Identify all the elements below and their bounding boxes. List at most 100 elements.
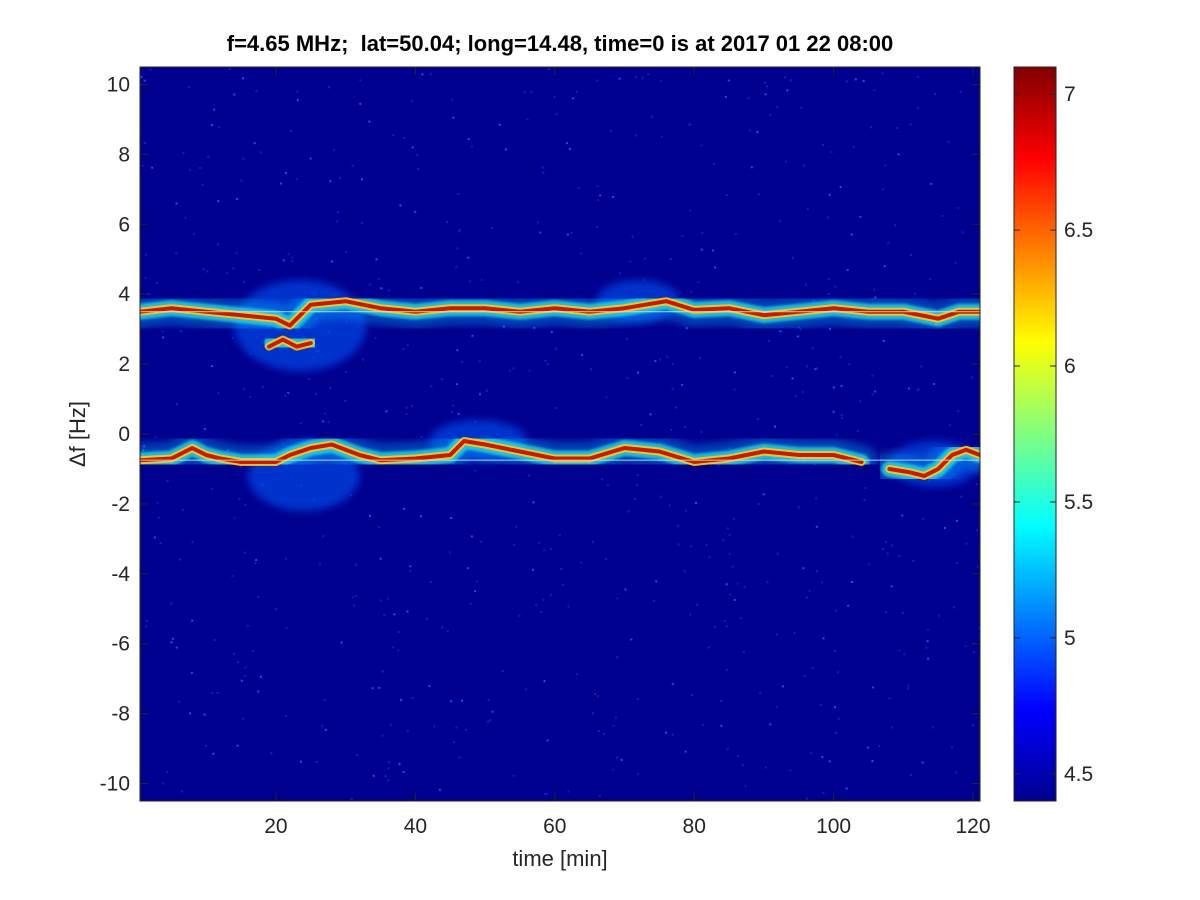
- noise-speckle: [353, 604, 355, 607]
- noise-speckle: [701, 231, 704, 234]
- colorbar: 4.5 5 5.5 6 6.5 7: [1013, 66, 1093, 802]
- noise-speckle: [595, 225, 598, 228]
- y-tick-label: -8: [111, 703, 130, 726]
- noise-speckle: [380, 287, 383, 290]
- noise-speckle: [580, 561, 583, 564]
- noise-speckle: [805, 797, 808, 800]
- noise-speckle: [630, 638, 633, 641]
- colorbar-tick-label: 6: [1064, 355, 1076, 378]
- noise-speckle: [531, 568, 534, 571]
- noise-speckle: [166, 771, 169, 774]
- noise-speckle: [456, 349, 459, 352]
- noise-speckle: [402, 771, 405, 773]
- noise-speckle: [598, 794, 601, 797]
- noise-speckle: [455, 383, 458, 386]
- noise-speckle: [345, 250, 348, 253]
- noise-speckle: [634, 76, 637, 79]
- noise-speckle: [270, 752, 273, 755]
- noise-speckle: [374, 337, 377, 340]
- noise-speckle: [238, 498, 241, 500]
- noise-speckle: [327, 421, 330, 424]
- noise-speckle: [955, 771, 958, 774]
- noise-speckle: [789, 769, 792, 772]
- noise-speckle: [636, 484, 639, 487]
- noise-speckle: [766, 85, 768, 88]
- noise-speckle: [690, 545, 693, 548]
- y-tick-label: 8: [118, 143, 130, 166]
- noise-speckle: [691, 694, 694, 696]
- noise-speckle: [786, 89, 789, 92]
- noise-speckle: [567, 605, 570, 608]
- noise-speckle: [610, 129, 613, 132]
- noise-speckle: [929, 277, 932, 280]
- noise-speckle: [428, 685, 431, 688]
- noise-speckle: [670, 429, 673, 431]
- noise-speckle: [558, 534, 561, 537]
- noise-speckle: [600, 478, 603, 481]
- noise-speckle: [350, 798, 353, 800]
- noise-speckle: [822, 637, 825, 640]
- noise-speckle: [190, 671, 193, 674]
- y-tick-label: 6: [118, 213, 130, 236]
- noise-speckle: [790, 79, 793, 82]
- trace-core: [140, 299, 980, 328]
- noise-speckle: [666, 355, 669, 358]
- noise-speckle: [828, 760, 831, 763]
- noise-speckle: [217, 243, 220, 246]
- y-tick-label: -10: [100, 773, 130, 796]
- noise-speckle: [733, 599, 736, 601]
- noise-speckle: [592, 540, 594, 543]
- noise-speckle: [543, 549, 545, 552]
- noise-speckle: [590, 368, 593, 371]
- noise-speckle: [470, 535, 473, 538]
- noise-speckle: [315, 760, 318, 763]
- noise-speckle: [385, 410, 388, 413]
- trace-core: [887, 447, 980, 478]
- noise-speckle: [532, 501, 535, 504]
- noise-speckle: [323, 699, 326, 702]
- noise-speckle: [779, 220, 782, 223]
- noise-speckle: [713, 162, 715, 165]
- noise-speckle: [459, 228, 462, 231]
- noise-speckle: [149, 68, 152, 71]
- noise-speckle: [397, 630, 400, 633]
- noise-speckle: [216, 692, 219, 694]
- noise-speckle: [456, 247, 459, 250]
- noise-speckle: [235, 252, 238, 255]
- noise-speckle: [725, 194, 728, 196]
- noise-speckle: [240, 679, 243, 682]
- noise-speckle: [461, 360, 464, 363]
- noise-speckle: [837, 671, 839, 674]
- noise-speckle: [828, 193, 831, 196]
- noise-speckle: [612, 768, 615, 771]
- noise-speckle: [290, 130, 293, 132]
- noise-speckle: [386, 597, 389, 600]
- noise-speckle: [379, 599, 382, 602]
- noise-speckle: [848, 363, 851, 366]
- noise-speckle: [550, 593, 552, 596]
- noise-speckle: [333, 149, 336, 152]
- noise-speckle: [768, 340, 771, 343]
- noise-speckle: [757, 502, 760, 505]
- noise-speckle: [599, 194, 602, 197]
- noise-speckle: [784, 160, 787, 163]
- noise-speckle: [387, 767, 390, 770]
- noise-speckle: [845, 80, 848, 83]
- noise-speckle: [884, 611, 887, 614]
- noise-speckle: [597, 199, 600, 202]
- noise-speckle: [835, 433, 838, 436]
- noise-speckle: [291, 260, 294, 263]
- noise-speckle: [802, 567, 805, 570]
- noise-speckle: [731, 565, 734, 568]
- noise-speckle: [750, 166, 753, 169]
- noise-speckle: [724, 95, 727, 98]
- noise-speckle: [863, 499, 866, 502]
- noise-speckle: [868, 563, 871, 566]
- noise-speckle: [624, 588, 627, 591]
- noise-speckle: [361, 178, 363, 181]
- noise-speckle: [261, 385, 264, 388]
- noise-speckle: [512, 367, 515, 370]
- y-tick-label: 0: [118, 423, 130, 446]
- noise-speckle: [279, 182, 282, 185]
- noise-speckle: [845, 787, 848, 790]
